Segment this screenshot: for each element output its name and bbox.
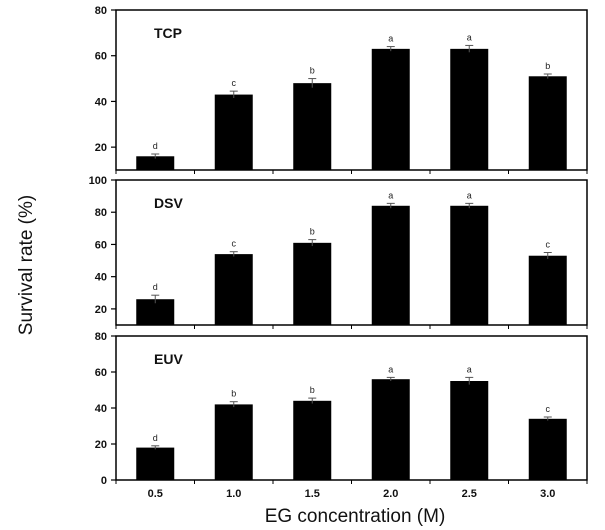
y-tick-label: 20 bbox=[95, 304, 107, 316]
bar bbox=[372, 49, 410, 170]
x-tick-label: 3.0 bbox=[540, 488, 555, 500]
bar bbox=[372, 206, 410, 325]
x-tick-label: 2.5 bbox=[462, 488, 477, 500]
significance-letter: b bbox=[545, 61, 550, 71]
y-tick-label: 40 bbox=[95, 272, 107, 284]
y-tick-label: 100 bbox=[89, 175, 107, 187]
significance-letter: c bbox=[546, 240, 551, 250]
bar bbox=[450, 206, 488, 325]
significance-letter: d bbox=[153, 433, 158, 443]
significance-letter: a bbox=[388, 364, 393, 374]
y-tick-label: 60 bbox=[95, 367, 107, 379]
significance-letter: c bbox=[232, 239, 237, 249]
bar bbox=[450, 49, 488, 170]
panel-title: DSV bbox=[154, 195, 183, 211]
significance-letter: b bbox=[231, 389, 236, 399]
panel-frame bbox=[116, 180, 587, 325]
significance-letter: c bbox=[546, 404, 551, 414]
x-axis-title: EG concentration (M) bbox=[265, 506, 446, 527]
bar bbox=[215, 404, 253, 480]
significance-letter: d bbox=[153, 282, 158, 292]
y-tick-label: 80 bbox=[95, 5, 107, 17]
bar bbox=[215, 95, 253, 170]
y-tick-label: 60 bbox=[95, 239, 107, 251]
y-tick-label: 0 bbox=[101, 475, 107, 487]
y-axis-title: Survival rate (%) bbox=[16, 195, 37, 335]
x-tick-label: 1.5 bbox=[305, 488, 320, 500]
significance-letter: b bbox=[310, 385, 315, 395]
y-tick-label: 20 bbox=[95, 142, 107, 154]
bar bbox=[136, 448, 174, 480]
bar bbox=[450, 381, 488, 480]
significance-letter: a bbox=[388, 34, 393, 44]
bar bbox=[215, 254, 253, 325]
y-tick-label: 80 bbox=[95, 207, 107, 219]
significance-letter: b bbox=[310, 227, 315, 237]
y-tick-label: 20 bbox=[95, 439, 107, 451]
y-tick-label: 60 bbox=[95, 51, 107, 63]
significance-letter: a bbox=[467, 364, 472, 374]
panel-title: TCP bbox=[154, 25, 182, 41]
panel-title: EUV bbox=[154, 351, 183, 367]
significance-letter: d bbox=[153, 141, 158, 151]
panels-layer: 20 40 60 80 d c b a a b TCP 20 40 60 80 100 d c b a a c DSV 0 20… bbox=[89, 5, 587, 500]
significance-letter: a bbox=[388, 190, 393, 200]
bar bbox=[529, 419, 567, 480]
x-tick-label: 1.0 bbox=[226, 488, 241, 500]
panel-dsv: 20 40 60 80 100 d c b a a c DSV bbox=[89, 175, 587, 329]
bar bbox=[529, 256, 567, 325]
bar bbox=[293, 243, 331, 325]
significance-letter: a bbox=[467, 32, 472, 42]
bar bbox=[529, 76, 567, 170]
significance-letter: b bbox=[310, 66, 315, 76]
panel-tcp: 20 40 60 80 d c b a a b TCP bbox=[95, 5, 587, 174]
bar bbox=[372, 379, 410, 480]
significance-letter: a bbox=[467, 190, 472, 200]
x-tick-label: 0.5 bbox=[148, 488, 163, 500]
bar bbox=[293, 83, 331, 170]
significance-letter: c bbox=[232, 78, 237, 88]
panel-frame bbox=[116, 10, 587, 170]
bar bbox=[293, 401, 331, 480]
y-tick-label: 40 bbox=[95, 403, 107, 415]
y-tick-label: 80 bbox=[95, 331, 107, 343]
y-tick-label: 40 bbox=[95, 96, 107, 108]
panel-euv: 0 20 40 60 80 d b b a a c EUV bbox=[95, 331, 587, 487]
x-tick-label: 2.0 bbox=[383, 488, 398, 500]
panel-frame bbox=[116, 336, 587, 480]
